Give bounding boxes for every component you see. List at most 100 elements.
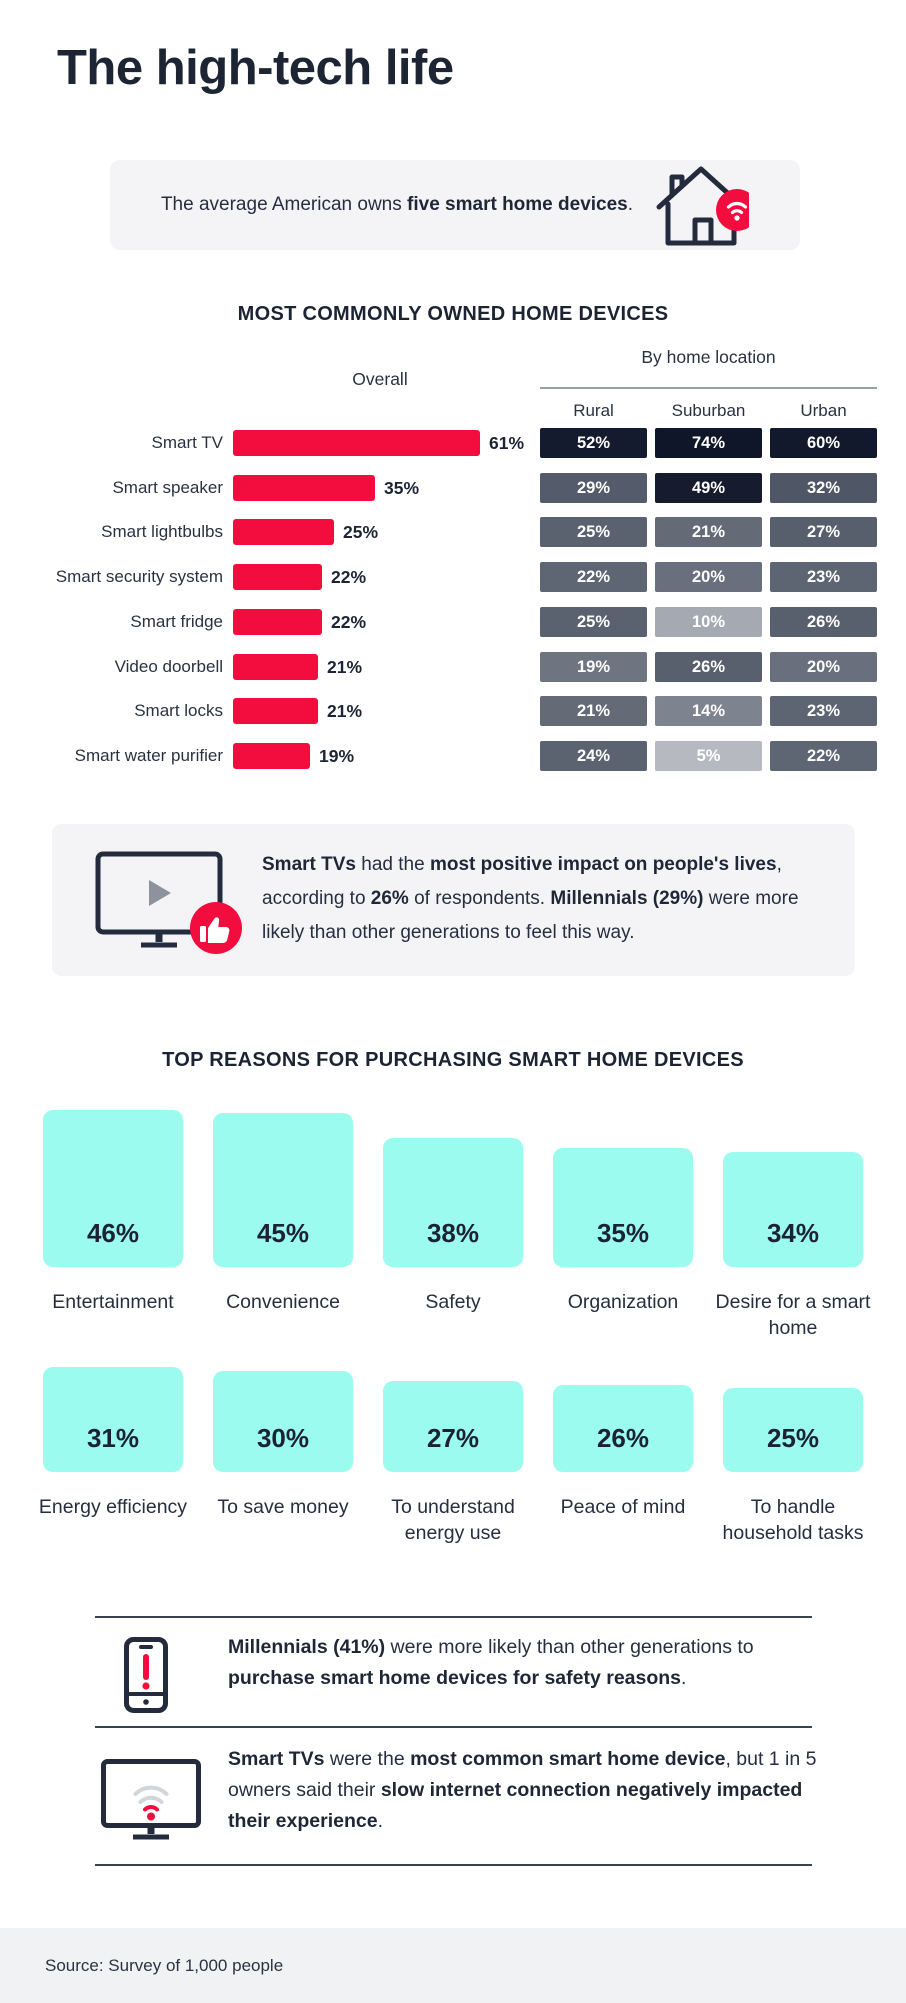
- heatmap-cell-rural: 52%: [540, 428, 647, 458]
- reason-label: Convenience: [226, 1291, 340, 1313]
- device-row: Video doorbell 21% 19% 26% 20%: [0, 652, 906, 682]
- heatmap-cell-suburban: 5%: [655, 741, 762, 771]
- heatmap-cell-suburban: 10%: [655, 607, 762, 637]
- by-location-underline: [540, 387, 877, 389]
- heatmap-cell-rural: 24%: [540, 741, 647, 771]
- device-row: Smart security system 22% 22% 20% 23%: [0, 562, 906, 592]
- phone-alert-icon: [123, 1636, 169, 1719]
- reasons-heading: TOP REASONS FOR PURCHASING SMART HOME DE…: [162, 1049, 744, 1071]
- reason-percentage: 45%: [256, 1218, 310, 1248]
- heatmap-cell-urban: 32%: [770, 473, 877, 503]
- reason-percentage: 35%: [596, 1218, 650, 1248]
- heatmap-cell-urban: 60%: [770, 428, 877, 458]
- device-row: Smart water purifier 19% 24% 5% 22%: [0, 741, 906, 771]
- heatmap-cell-suburban: 20%: [655, 562, 762, 592]
- overall-value: 22%: [331, 612, 367, 632]
- reason-label: Safety: [425, 1291, 481, 1313]
- reason-card: 35%: [553, 1148, 693, 1267]
- overall-column-label: Overall: [352, 369, 408, 389]
- overall-value: 35%: [384, 478, 420, 498]
- reason-card: 45%: [213, 1113, 353, 1267]
- devices-chart-heading: MOST COMMONLY OWNED HOME DEVICES: [237, 303, 669, 325]
- house-wifi-icon: [653, 160, 759, 251]
- reason-label: Desire for a smart home: [715, 1291, 871, 1339]
- overall-value: 19%: [319, 746, 355, 766]
- overall-value: 22%: [331, 567, 367, 587]
- reason-label: Energy efficiency: [38, 1496, 188, 1518]
- heatmap-cell-suburban: 21%: [655, 517, 762, 547]
- reason-label: Entertainment: [52, 1291, 174, 1313]
- reason-percentage: 46%: [86, 1218, 140, 1248]
- heatmap-cell-suburban: 74%: [655, 428, 762, 458]
- device-row: Smart TV 61% 52% 74% 60%: [0, 428, 906, 458]
- reason-label: To save money: [217, 1496, 349, 1518]
- reason-card: 26%: [553, 1385, 693, 1472]
- overall-value: 25%: [343, 522, 379, 542]
- heatmap-cell-urban: 23%: [770, 696, 877, 726]
- reason-label: To handle household tasks: [722, 1496, 864, 1544]
- overall-bar: [233, 475, 375, 501]
- divider-middle: [95, 1726, 812, 1728]
- heatmap-cell-rural: 21%: [540, 696, 647, 726]
- reason-label: To understand energy use: [391, 1496, 515, 1544]
- smart-tv-callout-text: Smart TVs had the most positive impact o…: [262, 854, 799, 943]
- heatmap-cell-suburban: 49%: [655, 473, 762, 503]
- intro-callout: The average American owns five smart hom…: [110, 160, 800, 250]
- source-note: Source: Survey of 1,000 people: [45, 1955, 284, 1975]
- overall-value: 21%: [327, 657, 363, 677]
- smart-tv-callout: Smart TVs had the most positive impact o…: [52, 824, 855, 976]
- heatmap-cell-urban: 20%: [770, 652, 877, 682]
- footer: Source: Survey of 1,000 people: [0, 1928, 906, 2003]
- heatmap-cell-suburban: 26%: [655, 652, 762, 682]
- device-row: Smart fridge 22% 25% 10% 26%: [0, 607, 906, 637]
- heatmap-cell-urban: 23%: [770, 562, 877, 592]
- reason-label: Organization: [567, 1291, 679, 1313]
- millennials-safety-text: Millennials (41%) were more likely than …: [228, 1636, 754, 1689]
- device-row: Smart lightbulbs 25% 25% 21% 27%: [0, 517, 906, 547]
- column-header-rural: Rural: [573, 401, 614, 420]
- overall-bar: [233, 564, 322, 590]
- device-row: Smart speaker 35% 29% 49% 32%: [0, 473, 906, 503]
- reason-card: 27%: [383, 1381, 523, 1472]
- overall-bar: [233, 743, 310, 769]
- reason-percentage: 38%: [426, 1218, 480, 1248]
- overall-value: 21%: [327, 701, 363, 721]
- slow-internet-text: Smart TVs were the most common smart hom…: [228, 1748, 817, 1832]
- divider-bottom: [95, 1864, 812, 1866]
- intro-callout-text: The average American owns five smart hom…: [160, 194, 634, 215]
- device-label: Smart lightbulbs: [101, 522, 223, 541]
- reason-percentage: 26%: [596, 1423, 650, 1453]
- device-label: Smart TV: [151, 433, 223, 452]
- reason-percentage: 25%: [766, 1423, 820, 1453]
- heatmap-cell-rural: 25%: [540, 607, 647, 637]
- heatmap-cell-rural: 29%: [540, 473, 647, 503]
- reason-card: 34%: [723, 1152, 863, 1267]
- reason-card: 31%: [43, 1367, 183, 1472]
- heatmap-cell-suburban: 14%: [655, 696, 762, 726]
- reason-percentage: 34%: [766, 1218, 820, 1248]
- reason-percentage: 31%: [86, 1423, 140, 1453]
- overall-bar: [233, 430, 480, 456]
- device-label: Smart water purifier: [74, 746, 223, 765]
- device-label: Smart security system: [55, 567, 223, 586]
- overall-bar: [233, 698, 318, 724]
- reason-card: 30%: [213, 1371, 353, 1472]
- overall-bar: [233, 654, 318, 680]
- heatmap-cell-urban: 26%: [770, 607, 877, 637]
- reason-card: 25%: [723, 1388, 863, 1472]
- device-label: Smart speaker: [112, 478, 223, 497]
- page-title: The high-tech life: [57, 41, 454, 95]
- tv-thumbs-up-icon: [94, 850, 246, 959]
- monitor-wifi-icon: [100, 1758, 202, 1847]
- reason-percentage: 30%: [256, 1423, 310, 1453]
- column-header-suburban: Suburban: [671, 401, 746, 420]
- heatmap-cell-urban: 22%: [770, 741, 877, 771]
- heatmap-cell-rural: 25%: [540, 517, 647, 547]
- heatmap-cell-urban: 27%: [770, 517, 877, 547]
- by-location-label: By home location: [641, 347, 776, 367]
- overall-value: 61%: [489, 433, 525, 453]
- reason-label: Peace of mind: [560, 1496, 686, 1518]
- device-row: Smart locks 21% 21% 14% 23%: [0, 696, 906, 726]
